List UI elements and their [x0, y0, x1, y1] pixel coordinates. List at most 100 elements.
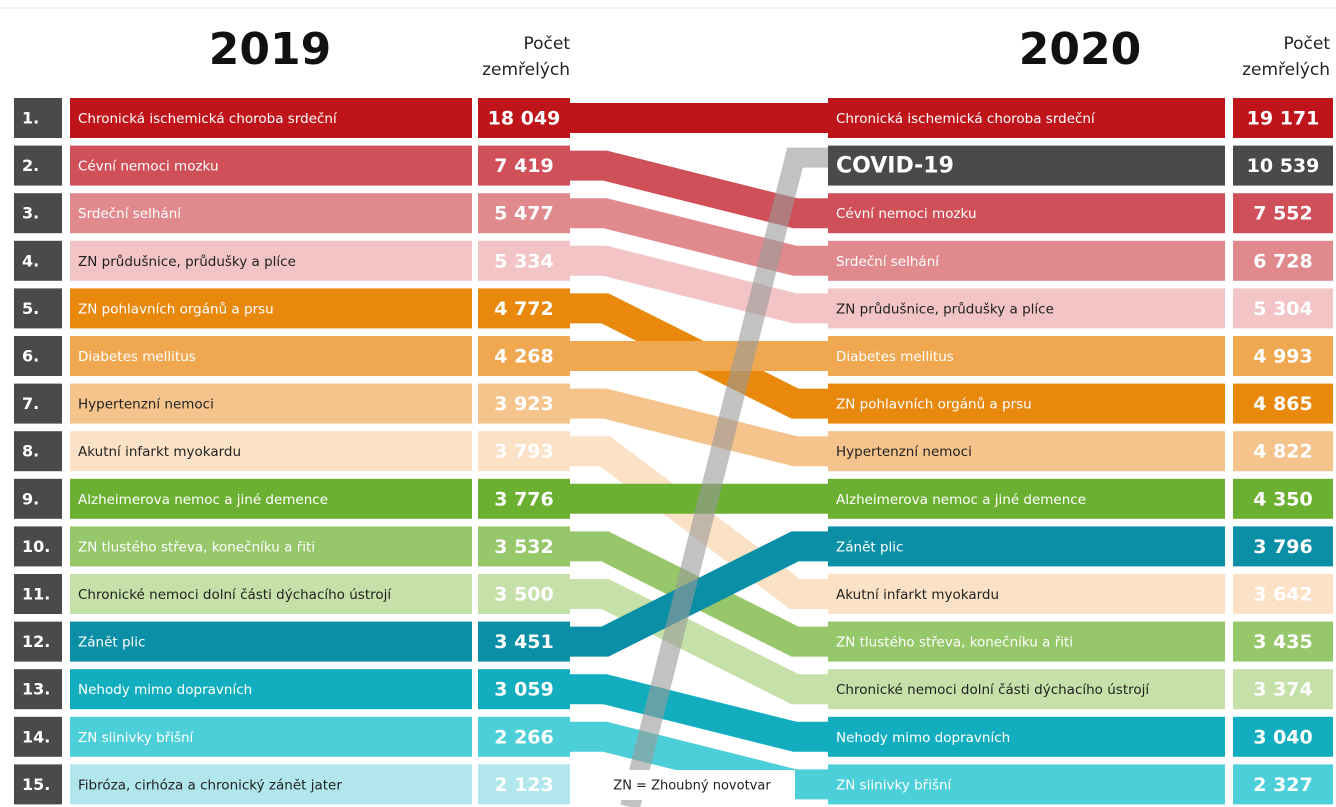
value-box	[478, 526, 570, 567]
cause-label: Chronická ischemická choroba srdeční	[836, 111, 1096, 127]
value-box	[1233, 478, 1333, 519]
value-box	[1233, 145, 1333, 186]
rows: 1. 2. 3. 4. 5. 6. 7. 8. 9. 10. 11. 12. 13. 14. 15. 2019…	[14, 24, 1333, 805]
value-box	[1233, 574, 1333, 614]
value-label: 3 374	[1253, 679, 1313, 701]
value-label: 4 772	[494, 298, 554, 320]
value-box	[478, 98, 570, 138]
rank-box	[14, 240, 62, 281]
cause-bar	[828, 383, 1225, 424]
cause-bar	[828, 478, 1225, 519]
cause-bar	[828, 574, 1225, 614]
rank-label: 2.	[22, 156, 39, 175]
rank-box	[14, 336, 62, 376]
cause-label: Chronická ischemická choroba srdeční	[78, 111, 338, 127]
cause-bar	[70, 98, 472, 138]
value-box	[478, 336, 570, 376]
value-box	[1233, 383, 1333, 424]
rank-box	[14, 383, 62, 424]
cause-label: Srdeční selhání	[836, 254, 940, 270]
value-label: 4 350	[1253, 488, 1313, 510]
cause-label: Akutní infarkt myokardu	[836, 587, 999, 603]
year-title: 2019	[209, 24, 331, 75]
rank-box	[14, 764, 62, 805]
cause-bar	[828, 716, 1225, 757]
value-label: 3 059	[494, 679, 554, 701]
rank-box	[14, 288, 62, 329]
cause-label: ZN pohlavních orgánů a prsu	[836, 397, 1032, 413]
value-label: 7 552	[1253, 203, 1313, 225]
rank-label: 4.	[22, 251, 39, 270]
value-label: 5 304	[1253, 298, 1313, 320]
value-box	[478, 288, 570, 329]
value-label: 3 642	[1253, 584, 1313, 606]
rank-label: 11.	[22, 585, 50, 604]
cause-label: Nehody mimo dopravních	[836, 730, 1010, 746]
rank-label: 13.	[22, 680, 50, 699]
value-label: 3 923	[494, 393, 554, 415]
cause-label: Hypertenzní nemoci	[78, 397, 214, 413]
cause-bar	[70, 764, 472, 805]
cause-label: ZN slinivky břišní	[78, 730, 195, 746]
overlay: ZN = Zhoubný novotvar	[590, 147, 828, 807]
cause-bar	[70, 431, 472, 472]
value-label: 3 793	[494, 441, 554, 463]
cause-label: Cévní nemoci mozku	[78, 159, 219, 175]
cause-label: Hypertenzní nemoci	[836, 444, 972, 460]
cause-label: COVID-19	[836, 154, 954, 179]
cause-label: Fibróza, cirhóza a chronický zánět jater	[78, 777, 342, 793]
rank-link	[570, 579, 828, 705]
rank-box	[14, 98, 62, 138]
cause-bar	[828, 336, 1225, 376]
cause-label: Akutní infarkt myokardu	[78, 444, 241, 460]
value-label: 3 451	[494, 631, 554, 653]
value-box	[478, 716, 570, 757]
value-box	[1233, 526, 1333, 567]
rank-box	[14, 193, 62, 234]
cause-label: Alzheimerova nemoc a jiné demence	[836, 492, 1086, 508]
rank-label: 3.	[22, 204, 39, 223]
cause-bar	[70, 336, 472, 376]
rank-label: 5.	[22, 299, 39, 318]
rank-label: 8.	[22, 442, 39, 461]
cause-bar	[70, 716, 472, 757]
value-label: 7 419	[494, 155, 554, 177]
value-label: 2 266	[494, 726, 554, 748]
cause-bar	[70, 240, 472, 281]
cause-bar	[70, 621, 472, 662]
note: ZN = Zhoubný novotvar	[613, 779, 771, 794]
value-box	[1233, 240, 1333, 281]
cause-label: Cévní nemoci mozku	[836, 206, 977, 222]
cause-bar	[70, 574, 472, 614]
rank-link	[570, 531, 828, 657]
value-label: 4 993	[1253, 346, 1313, 368]
rank-link	[570, 150, 828, 229]
cause-label: ZN pohlavních orgánů a prsu	[78, 301, 274, 317]
rank-link	[570, 388, 828, 467]
value-label: 3 532	[494, 536, 554, 558]
value-label: 3 500	[494, 584, 554, 606]
cause-bar	[70, 288, 472, 329]
value-box	[478, 383, 570, 424]
rank-label: 15.	[22, 775, 50, 794]
value-box	[1233, 716, 1333, 757]
cause-bar	[828, 621, 1225, 662]
value-label: 5 334	[494, 250, 554, 272]
note-bg	[590, 770, 795, 800]
value-label: 19 171	[1247, 108, 1320, 130]
value-label: 18 049	[488, 108, 561, 130]
rank-box	[14, 716, 62, 757]
cause-label: ZN tlustého střeva, konečníku a řiti	[78, 539, 315, 555]
cause-bar	[828, 764, 1225, 805]
cause-label: Srdeční selhání	[78, 206, 182, 222]
cause-bar	[70, 193, 472, 234]
cause-bar	[70, 383, 472, 424]
value-label: 3 435	[1253, 631, 1313, 653]
rank-box	[14, 145, 62, 186]
rank-link	[570, 198, 828, 276]
value-label: 4 865	[1253, 393, 1313, 415]
rank-label: 10.	[22, 537, 50, 556]
rank-label: 9.	[22, 489, 39, 508]
value-label: 4 822	[1253, 441, 1313, 463]
